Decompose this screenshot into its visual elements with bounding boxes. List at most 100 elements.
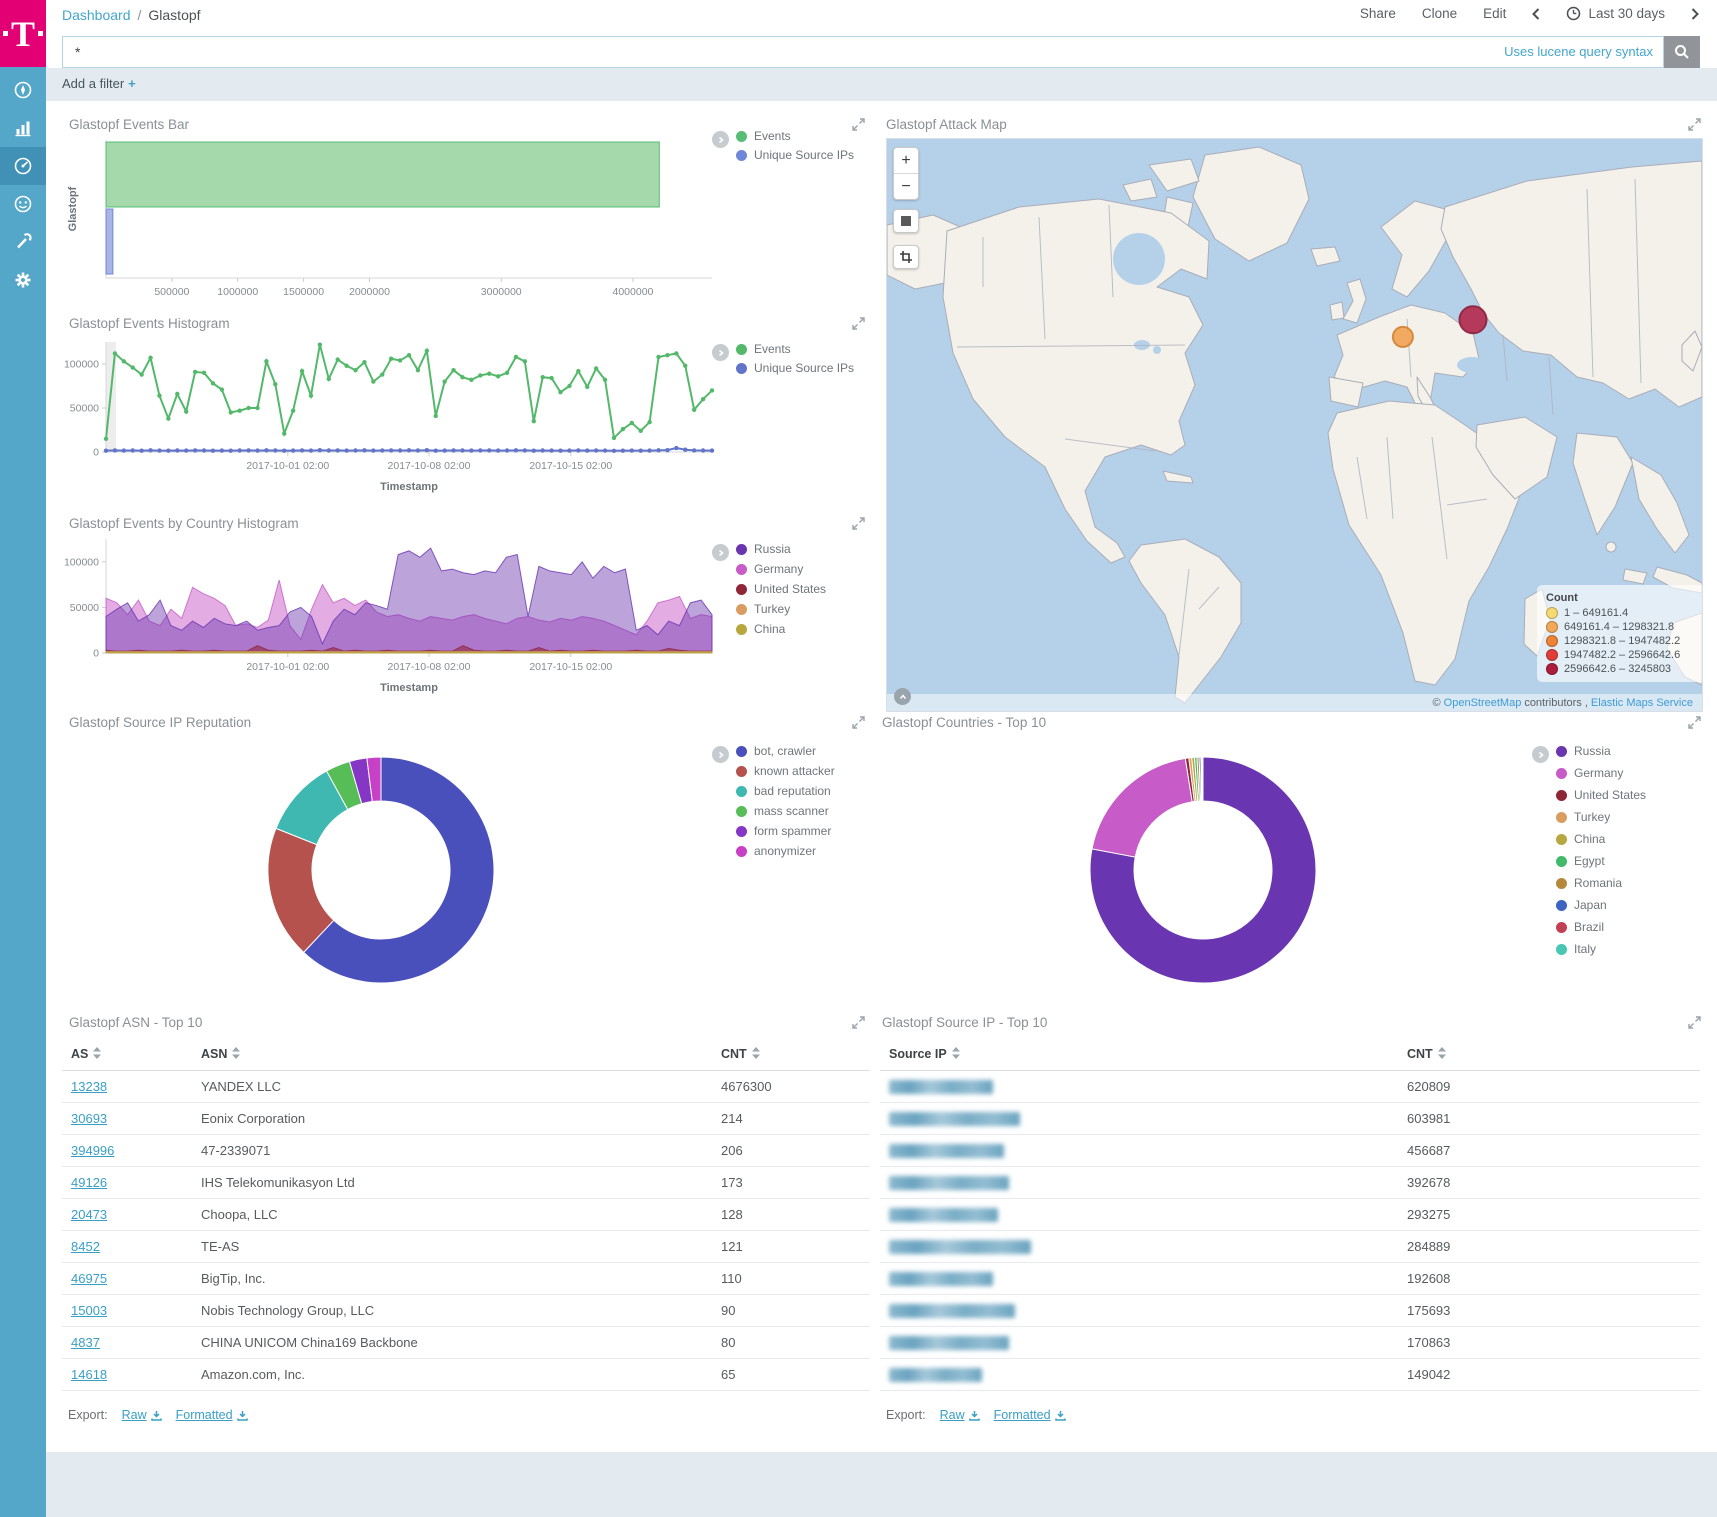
legend-item[interactable]: Japan bbox=[1556, 898, 1646, 912]
sidebar-item-discover[interactable] bbox=[0, 71, 46, 109]
attack-location-marker[interactable] bbox=[1391, 325, 1414, 348]
legend-item[interactable]: mass scanner bbox=[736, 804, 835, 818]
table-row: 620809 bbox=[880, 1070, 1700, 1103]
legend-item[interactable]: United States bbox=[736, 582, 826, 596]
lucene-syntax-link[interactable]: Uses lucene query syntax bbox=[1504, 44, 1653, 59]
cnt-cell: 128 bbox=[712, 1198, 870, 1231]
legend-toggle[interactable] bbox=[712, 344, 729, 361]
legend-item[interactable]: Turkey bbox=[1556, 810, 1646, 824]
expand-icon[interactable] bbox=[852, 1016, 865, 1029]
legend-item[interactable]: United States bbox=[1556, 788, 1646, 802]
legend-item[interactable]: Turkey bbox=[736, 602, 826, 616]
sidebar-item-management[interactable] bbox=[0, 261, 46, 299]
expand-icon[interactable] bbox=[1688, 118, 1701, 131]
time-range-picker[interactable]: Last 30 days bbox=[1566, 6, 1665, 21]
legend-item[interactable]: China bbox=[736, 622, 826, 636]
map-count-legend: Count 1 – 649161.4 649161.4 – 1298321.8 12… bbox=[1537, 585, 1702, 682]
legend-item[interactable]: Russia bbox=[736, 542, 826, 556]
legend-toggle[interactable] bbox=[712, 544, 729, 561]
legend-item[interactable]: Germany bbox=[1556, 766, 1646, 780]
clone-button[interactable]: Clone bbox=[1421, 6, 1458, 21]
as-number-link[interactable]: 14618 bbox=[71, 1367, 108, 1382]
as-number-link[interactable]: 20473 bbox=[71, 1207, 108, 1222]
sidebar-item-timelion[interactable] bbox=[0, 185, 46, 223]
legend-item[interactable]: China bbox=[1556, 832, 1646, 846]
legend-toggle[interactable] bbox=[712, 746, 729, 763]
legend-item[interactable]: Unique Source IPs bbox=[736, 361, 854, 375]
zoom-out-button[interactable]: − bbox=[894, 173, 918, 199]
as-number-link[interactable]: 30693 bbox=[71, 1111, 108, 1126]
time-back-chevron-icon[interactable] bbox=[1532, 7, 1540, 20]
attack-location-marker[interactable] bbox=[1458, 305, 1488, 335]
sidebar-item-dashboard[interactable] bbox=[0, 147, 46, 185]
legend-item[interactable]: Events bbox=[736, 342, 854, 356]
breadcrumb-dashboard-link[interactable]: Dashboard bbox=[62, 7, 131, 23]
sidebar-item-dev-tools[interactable] bbox=[0, 223, 46, 261]
expand-icon[interactable] bbox=[1688, 716, 1701, 729]
as-number-link[interactable]: 4837 bbox=[71, 1335, 100, 1350]
as-number-link[interactable]: 8452 bbox=[71, 1239, 100, 1254]
legend-label: Germany bbox=[754, 562, 804, 576]
telekom-logo[interactable]: T bbox=[0, 0, 46, 67]
expand-icon[interactable] bbox=[1688, 1016, 1701, 1029]
legend-item[interactable]: bot, crawler bbox=[736, 744, 835, 758]
query-input[interactable] bbox=[63, 37, 1663, 67]
breadcrumb-current: Glastopf bbox=[148, 7, 201, 23]
legend-item[interactable]: form spammer bbox=[736, 824, 835, 838]
expand-icon[interactable] bbox=[852, 716, 865, 729]
legend-item[interactable]: Russia bbox=[1556, 744, 1646, 758]
legend-color-dot bbox=[1556, 899, 1567, 911]
as-number-link[interactable]: 13238 bbox=[71, 1079, 108, 1094]
legend-item[interactable]: Events bbox=[736, 129, 854, 143]
table-row: 14618 Amazon.com, Inc. 65 bbox=[62, 1358, 870, 1391]
legend-item[interactable]: Germany bbox=[736, 562, 826, 576]
reputation-donut-chart[interactable] bbox=[246, 735, 516, 1010]
time-forward-chevron-icon[interactable] bbox=[1691, 7, 1699, 20]
add-filter-button[interactable]: Add a filter + bbox=[62, 76, 136, 91]
export-formatted-link[interactable]: Formatted bbox=[994, 1408, 1066, 1422]
legend-label: Romania bbox=[1574, 876, 1623, 890]
legend-item[interactable]: Brazil bbox=[1556, 920, 1646, 934]
ip-table-header-source-ip[interactable]: Source IP bbox=[880, 1038, 1398, 1071]
attack-map[interactable]: + − Count 1 – 649161.4 649161.4 – 1298321… bbox=[886, 138, 1703, 712]
map-draw-rect-button[interactable] bbox=[893, 245, 919, 269]
share-button[interactable]: Share bbox=[1359, 6, 1396, 21]
sidebar-item-visualize[interactable] bbox=[0, 109, 46, 147]
logo-dot-right bbox=[38, 31, 43, 36]
asn-table-header-cnt[interactable]: CNT bbox=[712, 1038, 870, 1071]
expand-icon[interactable] bbox=[852, 517, 865, 530]
export-raw-link[interactable]: Raw bbox=[122, 1408, 162, 1422]
map-fit-button[interactable] bbox=[893, 209, 919, 233]
countries-donut-chart[interactable] bbox=[1068, 735, 1338, 1010]
as-number-link[interactable]: 394996 bbox=[71, 1143, 115, 1158]
legend-item[interactable]: known attacker bbox=[736, 764, 835, 778]
export-raw-link[interactable]: Raw bbox=[940, 1408, 980, 1422]
openstreetmap-link[interactable]: OpenStreetMap bbox=[1443, 696, 1522, 709]
map-attribution-toggle[interactable] bbox=[894, 688, 911, 705]
legend-toggle[interactable] bbox=[1532, 746, 1549, 763]
events-histogram-chart[interactable]: 0 50000 100000 2017-10-01 02:00 2017-10-08 0… bbox=[62, 334, 722, 503]
as-number-link[interactable]: 46975 bbox=[71, 1271, 108, 1286]
legend-item[interactable]: Egypt bbox=[1556, 854, 1646, 868]
legend-item[interactable]: anonymizer bbox=[736, 844, 835, 858]
expand-icon[interactable] bbox=[852, 118, 865, 131]
as-number-link[interactable]: 49126 bbox=[71, 1175, 108, 1190]
export-formatted-link[interactable]: Formatted bbox=[176, 1408, 248, 1422]
legend-item[interactable]: Unique Source IPs bbox=[736, 148, 854, 162]
search-button[interactable] bbox=[1664, 36, 1700, 68]
zoom-in-button[interactable]: + bbox=[901, 151, 911, 169]
legend-item[interactable]: bad reputation bbox=[736, 784, 835, 798]
ip-table-header-cnt[interactable]: CNT bbox=[1398, 1038, 1700, 1071]
panel-title-attack-map: Glastopf Attack Map bbox=[886, 117, 1007, 132]
country-histogram-chart[interactable]: 0 50000 100000 2017-10-01 02:00 2017-10-08 0… bbox=[62, 531, 722, 706]
events-bar-chart[interactable]: 500000 1000000 1500000 2000000 3000000 400000… bbox=[62, 130, 722, 307]
expand-icon[interactable] bbox=[852, 317, 865, 330]
asn-table-header-asn[interactable]: ASN bbox=[192, 1038, 712, 1071]
asn-table-header-as[interactable]: AS bbox=[62, 1038, 192, 1071]
elastic-maps-link[interactable]: Elastic Maps Service bbox=[1590, 696, 1693, 709]
as-number-link[interactable]: 15003 bbox=[71, 1303, 108, 1318]
legend-item[interactable]: Romania bbox=[1556, 876, 1646, 890]
legend-toggle[interactable] bbox=[712, 131, 729, 148]
edit-button[interactable]: Edit bbox=[1483, 6, 1507, 21]
legend-item[interactable]: Italy bbox=[1556, 942, 1646, 956]
